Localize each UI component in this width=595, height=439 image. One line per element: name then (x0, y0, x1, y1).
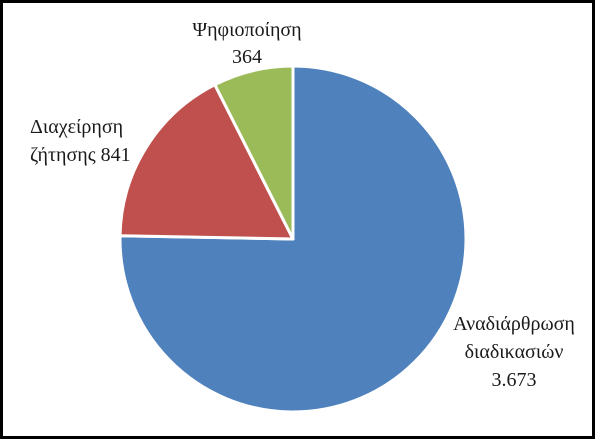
slice-label-demand-management-line-2: ζήτησης 841 (30, 144, 131, 166)
pie-labels: Ψηφιοποίηση 364 Διαχείρηση ζήτησης 841 Α… (30, 19, 575, 391)
slice-label-process-redesign-line-1: Αναδιάρθρωση (453, 313, 575, 335)
pie-chart: Ψηφιοποίηση 364 Διαχείρηση ζήτησης 841 Α… (30, 19, 575, 414)
pie-slices (118, 64, 468, 414)
slice-digitization (213, 64, 295, 241)
slice-label-process-redesign-line-2: διαδικασιών (465, 341, 564, 363)
slice-label-digitization-line-1: Ψηφιοποίηση (192, 19, 301, 41)
slice-label-process-redesign-line-3: 3.673 (492, 369, 537, 391)
slice-label-digitization-line-2: 364 (232, 46, 262, 68)
slice-demand-management (118, 83, 295, 241)
slice-label-demand-management-line-1: Διαχείρηση (30, 116, 123, 138)
